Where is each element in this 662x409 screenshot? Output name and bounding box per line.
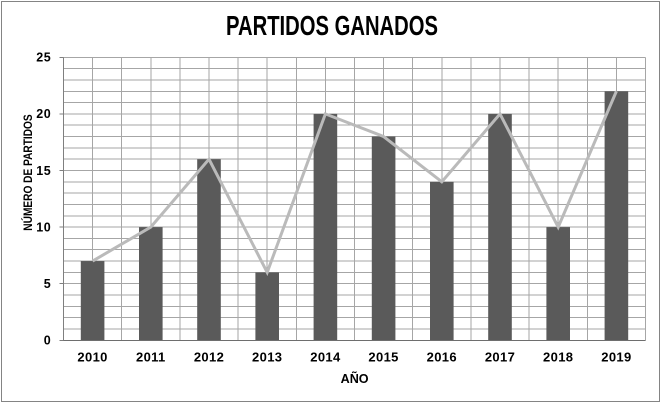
svg-text:AÑO: AÑO xyxy=(341,371,369,386)
svg-text:10: 10 xyxy=(36,220,51,234)
svg-text:2019: 2019 xyxy=(601,350,631,365)
svg-text:2013: 2013 xyxy=(252,350,282,365)
svg-text:0: 0 xyxy=(44,334,52,348)
svg-text:2010: 2010 xyxy=(77,350,107,365)
svg-text:20: 20 xyxy=(36,107,51,121)
svg-text:2017: 2017 xyxy=(485,350,515,365)
svg-text:25: 25 xyxy=(36,51,51,65)
svg-text:5: 5 xyxy=(44,277,52,291)
svg-text:2014: 2014 xyxy=(310,350,341,365)
svg-text:2012: 2012 xyxy=(194,350,224,365)
svg-text:PARTIDOS GANADOS: PARTIDOS GANADOS xyxy=(226,10,438,41)
svg-text:2016: 2016 xyxy=(427,350,457,365)
svg-text:15: 15 xyxy=(36,164,51,178)
svg-text:2018: 2018 xyxy=(543,350,573,365)
svg-text:NÚMERO DE PARTIDOS: NÚMERO DE PARTIDOS xyxy=(20,114,35,230)
svg-text:2011: 2011 xyxy=(136,350,166,365)
svg-text:2015: 2015 xyxy=(368,350,398,365)
